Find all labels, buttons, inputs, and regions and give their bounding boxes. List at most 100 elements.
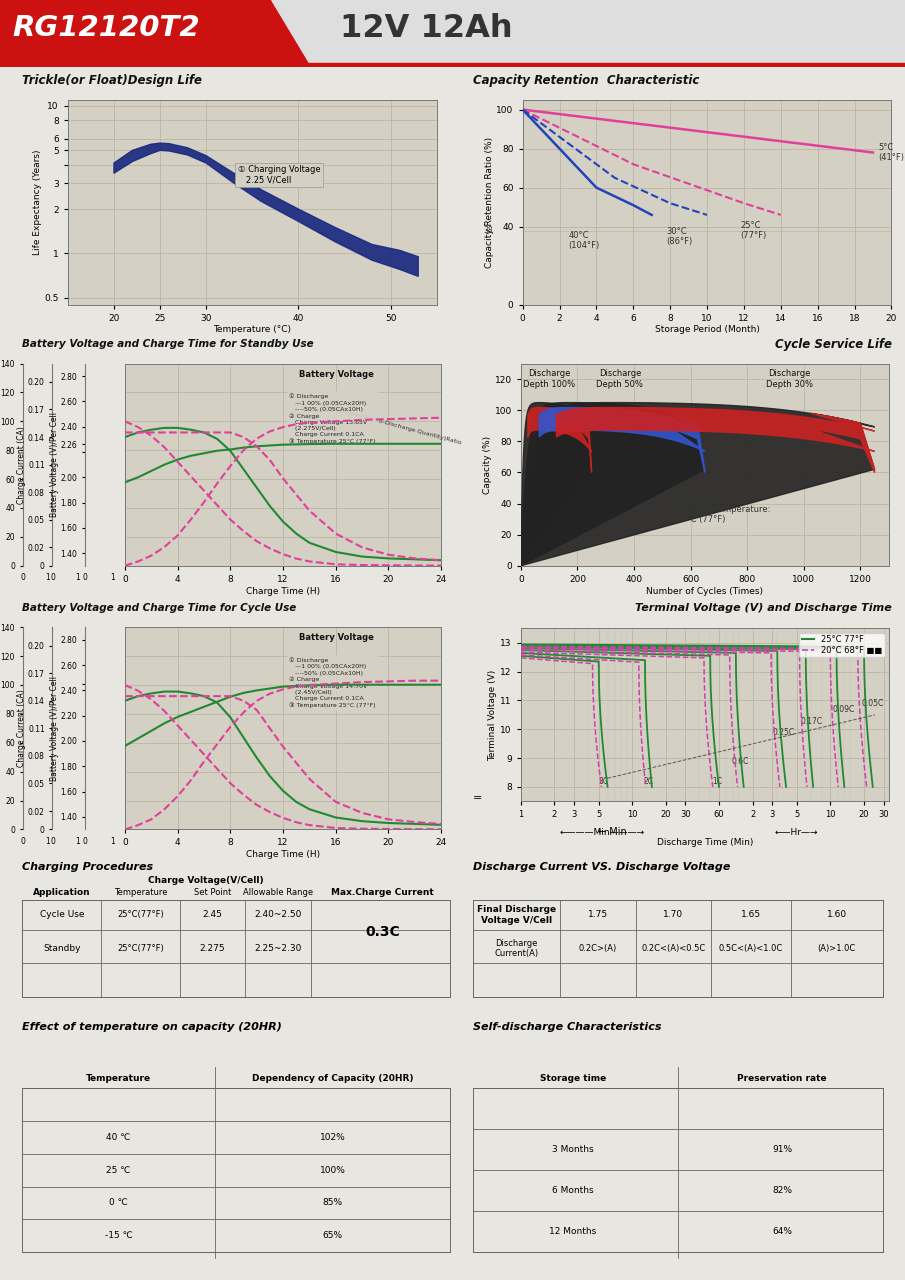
Text: 25°C(77°F): 25°C(77°F) <box>117 910 164 919</box>
Text: 12V 12Ah: 12V 12Ah <box>340 13 512 44</box>
Y-axis label: Life Expectancy (Years): Life Expectancy (Years) <box>33 150 42 255</box>
Text: Cycle Service Life: Cycle Service Life <box>775 338 891 351</box>
Text: 2.25~2.30: 2.25~2.30 <box>254 943 301 952</box>
Text: 25°C(77°F): 25°C(77°F) <box>117 943 164 952</box>
Y-axis label: Capacity (%): Capacity (%) <box>482 435 491 494</box>
Text: Discharge
Depth 30%: Discharge Depth 30% <box>767 370 814 389</box>
Text: 1.65: 1.65 <box>741 910 761 919</box>
X-axis label: Number of Cycles (Times): Number of Cycles (Times) <box>646 586 763 595</box>
Text: 0.3C: 0.3C <box>366 924 400 938</box>
Text: Battery Voltage and Charge Time for Cycle Use: Battery Voltage and Charge Time for Cycl… <box>23 603 297 613</box>
Text: 40 ℃: 40 ℃ <box>107 1133 130 1142</box>
Y-axis label: Charge Current (CA): Charge Current (CA) <box>17 690 26 767</box>
Text: Ambient Temperature:
25°C (77°F): Ambient Temperature: 25°C (77°F) <box>676 504 771 525</box>
Text: 85%: 85% <box>322 1198 343 1207</box>
Text: Max.Charge Current: Max.Charge Current <box>331 888 434 897</box>
Text: 82%: 82% <box>772 1187 792 1196</box>
Text: 0.25C: 0.25C <box>773 728 795 737</box>
Y-axis label: Capacity Retention Ratio (%): Capacity Retention Ratio (%) <box>484 137 493 268</box>
Text: Charging Procedures: Charging Procedures <box>23 863 154 872</box>
Text: 2.40~2.50: 2.40~2.50 <box>254 910 301 919</box>
X-axis label: Charge Time (H): Charge Time (H) <box>246 586 320 595</box>
Text: Effect of temperature on capacity (20HR): Effect of temperature on capacity (20HR) <box>23 1021 282 1032</box>
Text: 64%: 64% <box>772 1228 792 1236</box>
Text: Cycle Use: Cycle Use <box>40 910 84 919</box>
Polygon shape <box>0 0 905 67</box>
Text: ① Charging Voltage
   2.25 V/Cell: ① Charging Voltage 2.25 V/Cell <box>237 165 320 184</box>
Text: Discharge Time (Min): Discharge Time (Min) <box>657 838 753 847</box>
Text: 25 ℃: 25 ℃ <box>107 1166 130 1175</box>
Polygon shape <box>521 403 592 566</box>
Text: Discharge
Depth 50%: Discharge Depth 50% <box>596 370 643 389</box>
Text: Standby: Standby <box>43 943 81 952</box>
Polygon shape <box>521 403 705 566</box>
Text: Discharge
Depth 100%: Discharge Depth 100% <box>523 370 576 389</box>
Text: Self-discharge Characteristics: Self-discharge Characteristics <box>472 1021 661 1032</box>
Text: 25°C
(77°F): 25°C (77°F) <box>740 220 767 241</box>
Text: 3C: 3C <box>598 777 608 786</box>
Text: 0.2C>(A): 0.2C>(A) <box>579 943 617 952</box>
Polygon shape <box>114 143 418 276</box>
Text: Allowable Range: Allowable Range <box>243 888 313 897</box>
Text: (A)>1.0C: (A)>1.0C <box>817 943 856 952</box>
Text: 3 Months: 3 Months <box>552 1146 594 1155</box>
Text: Preservation rate: Preservation rate <box>738 1074 827 1083</box>
Text: Temperature: Temperature <box>86 1074 151 1083</box>
Text: 2.45: 2.45 <box>203 910 223 919</box>
Y-axis label: Battery Voltage (V)/Per Cell: Battery Voltage (V)/Per Cell <box>50 676 59 781</box>
Text: 65%: 65% <box>322 1231 343 1240</box>
Text: Capacity Retention  Characteristic: Capacity Retention Characteristic <box>472 74 699 87</box>
Text: -15 ℃: -15 ℃ <box>105 1231 132 1240</box>
Polygon shape <box>0 63 905 67</box>
Text: 38: 38 <box>483 227 493 236</box>
Text: 30°C
(86°F): 30°C (86°F) <box>666 227 692 246</box>
Text: Application: Application <box>33 888 90 897</box>
Text: 5°C
(41°F): 5°C (41°F) <box>879 143 904 163</box>
Text: 0.5C<(A)<1.0C: 0.5C<(A)<1.0C <box>719 943 783 952</box>
Text: ① Discharge
   —1 00% (0.05CAx20H)
   ----50% (0.05CAx10H)
② Charge
   Charge Vo: ① Discharge —1 00% (0.05CAx20H) ----50% … <box>290 658 376 708</box>
Text: 0.2C<(A)<0.5C: 0.2C<(A)<0.5C <box>642 943 706 952</box>
Text: Temperature: Temperature <box>114 888 167 897</box>
Text: Discharge Current VS. Discharge Voltage: Discharge Current VS. Discharge Voltage <box>472 863 730 872</box>
Text: 12 Months: 12 Months <box>549 1228 596 1236</box>
Text: =: = <box>473 792 482 803</box>
Text: Set Point: Set Point <box>194 888 231 897</box>
Text: Charge Quantity (to-Discharge Quantity)Ratio: Charge Quantity (to-Discharge Quantity)R… <box>321 403 462 445</box>
Text: 0.17C: 0.17C <box>801 717 823 726</box>
Text: 0.6C: 0.6C <box>731 756 749 765</box>
Polygon shape <box>539 407 705 472</box>
Text: 102%: 102% <box>319 1133 346 1142</box>
Polygon shape <box>557 407 874 472</box>
Polygon shape <box>0 0 310 67</box>
Text: Charge Voltage(V/Cell): Charge Voltage(V/Cell) <box>148 876 263 884</box>
Text: 40°C
(104°F): 40°C (104°F) <box>568 230 600 250</box>
Y-axis label: Battery Voltage (V)/Per Cell: Battery Voltage (V)/Per Cell <box>50 412 59 517</box>
Text: 1.70: 1.70 <box>663 910 683 919</box>
Text: ← Min: ← Min <box>598 827 627 837</box>
Text: RG12120T2: RG12120T2 <box>12 14 200 42</box>
Text: Battery Voltage and Charge Time for Standby Use: Battery Voltage and Charge Time for Stan… <box>23 339 314 349</box>
Text: ←———Min———→: ←———Min———→ <box>559 828 644 837</box>
Text: 100%: 100% <box>319 1166 346 1175</box>
Text: ←—Hr—→: ←—Hr—→ <box>775 828 818 837</box>
Text: 91%: 91% <box>772 1146 792 1155</box>
Text: 2C: 2C <box>643 777 653 786</box>
Text: 1C: 1C <box>712 777 722 786</box>
Polygon shape <box>521 403 874 566</box>
Text: 0 ℃: 0 ℃ <box>110 1198 128 1207</box>
Text: 0.05C: 0.05C <box>861 699 883 708</box>
Polygon shape <box>528 407 592 472</box>
Text: 1.75: 1.75 <box>588 910 608 919</box>
Text: Discharge
Current(A): Discharge Current(A) <box>494 938 538 957</box>
Text: Storage time: Storage time <box>540 1074 606 1083</box>
Text: ① Discharge
   —1 00% (0.05CAx20H)
   ----50% (0.05CAx10H)
② Charge
   Charge Vo: ① Discharge —1 00% (0.05CAx20H) ----50% … <box>290 394 376 444</box>
Text: Terminal Voltage (V) and Discharge Time: Terminal Voltage (V) and Discharge Time <box>635 603 891 613</box>
Text: Trickle(or Float)Design Life: Trickle(or Float)Design Life <box>23 74 203 87</box>
X-axis label: Temperature (°C): Temperature (°C) <box>214 325 291 334</box>
Text: 2.275: 2.275 <box>200 943 225 952</box>
Text: Battery Voltage: Battery Voltage <box>299 370 374 379</box>
Text: 1.60: 1.60 <box>826 910 847 919</box>
Y-axis label: Charge Current (CA): Charge Current (CA) <box>17 426 26 503</box>
Text: 6 Months: 6 Months <box>552 1187 594 1196</box>
Legend: 25°C 77°F, 20°C 68°F ■■: 25°C 77°F, 20°C 68°F ■■ <box>799 632 884 658</box>
